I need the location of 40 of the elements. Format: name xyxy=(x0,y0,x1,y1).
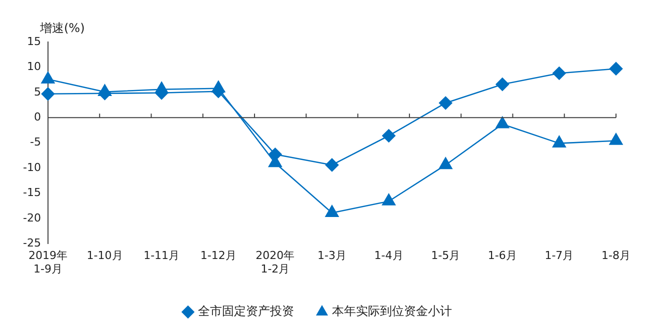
point xyxy=(212,80,226,93)
x-tick-label: 1-7月 xyxy=(544,249,574,262)
point xyxy=(382,194,396,206)
point xyxy=(552,136,566,148)
point xyxy=(41,87,55,101)
x-tick-label: 1-3月 xyxy=(318,249,346,262)
point xyxy=(496,78,510,91)
x-tick-label: 2020年 1-2月 xyxy=(256,249,295,276)
point xyxy=(609,62,623,76)
y-tick-label: 10 xyxy=(26,60,41,74)
y-tick-label: -25 xyxy=(23,236,41,250)
y-tick-label: -10 xyxy=(23,160,41,174)
y-tick-label: -5 xyxy=(30,136,41,149)
point xyxy=(325,205,339,218)
point xyxy=(438,96,452,110)
point xyxy=(325,158,339,172)
y-tick-label: 0 xyxy=(34,110,41,124)
x-tick-label: 1-12月 xyxy=(200,249,236,262)
x-tick-label: 1-11月 xyxy=(144,249,180,262)
x-tick-label: 1-5月 xyxy=(431,249,460,262)
y-tick-label: 5 xyxy=(34,85,41,98)
point xyxy=(609,133,623,145)
x-tick-label: 1-10月 xyxy=(86,249,123,262)
point xyxy=(98,84,112,96)
y-axis-title: 增速(%) xyxy=(39,21,85,35)
x-tick-label: 1-4月 xyxy=(374,249,404,262)
legend-label: 全市固定资产投资 xyxy=(198,304,294,318)
point xyxy=(41,72,55,84)
y-tick-label: -15 xyxy=(23,186,41,200)
x-tick-label: 1-6月 xyxy=(488,249,517,262)
legend-label: 本年实际到位资金小计 xyxy=(332,304,452,318)
y-tick-label: -20 xyxy=(23,211,41,224)
point xyxy=(154,82,168,94)
x-tick-label: 1-8月 xyxy=(602,249,630,262)
point xyxy=(496,116,510,128)
y-tick-label: 15 xyxy=(26,34,41,48)
point xyxy=(382,129,396,142)
point xyxy=(552,66,566,80)
x-tick-label: 2019年 1-9月 xyxy=(28,249,68,276)
point xyxy=(438,157,452,170)
